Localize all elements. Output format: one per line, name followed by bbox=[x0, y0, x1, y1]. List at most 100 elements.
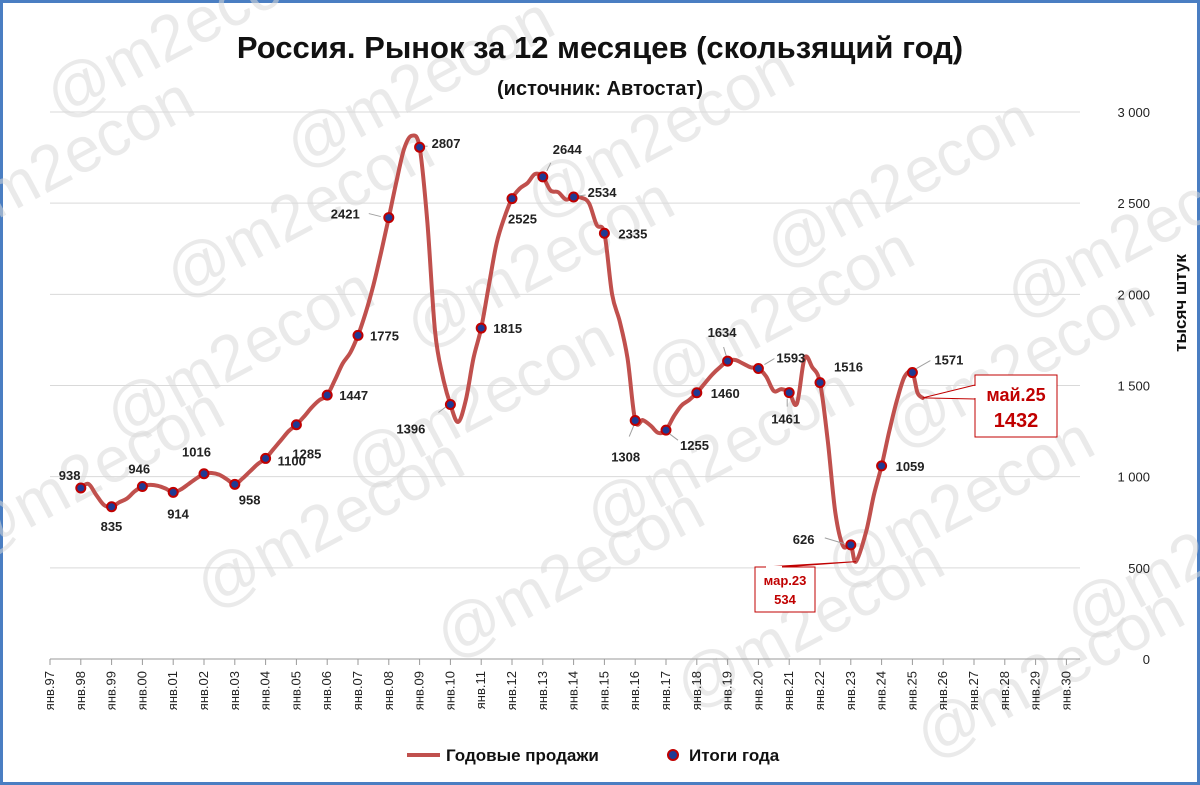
year-marker bbox=[136, 481, 148, 493]
year-marker bbox=[383, 212, 395, 224]
x-tick-label: янв.98 bbox=[73, 671, 88, 710]
data-label: 1461 bbox=[771, 412, 800, 427]
y-tick-label: 500 bbox=[1128, 561, 1150, 576]
year-marker bbox=[598, 227, 610, 239]
x-tick-label: янв.11 bbox=[473, 671, 488, 709]
data-label: 2525 bbox=[508, 212, 537, 227]
data-label: 938 bbox=[59, 468, 81, 483]
y-axis-label: тысяч штук bbox=[1171, 254, 1190, 352]
x-tick-label: янв.99 bbox=[104, 671, 119, 710]
x-tick-label: янв.18 bbox=[689, 671, 704, 710]
leader-line bbox=[628, 424, 635, 437]
callouts: мар.23 534 май.25 1432 bbox=[754, 374, 1058, 613]
data-label: 914 bbox=[167, 506, 189, 521]
data-label: 1571 bbox=[934, 353, 963, 368]
leader-line bbox=[723, 346, 728, 358]
year-marker bbox=[260, 452, 272, 464]
leader-line bbox=[764, 358, 775, 365]
x-tick-label: янв.14 bbox=[566, 671, 581, 710]
x-tick-label: янв.97 bbox=[42, 671, 57, 710]
data-label: 2534 bbox=[588, 185, 618, 200]
data-label: 1100 bbox=[278, 453, 306, 468]
callout-last-date: май.25 bbox=[986, 385, 1045, 405]
callout-last-box bbox=[974, 374, 1058, 438]
data-label: 1460 bbox=[711, 386, 740, 401]
year-markers bbox=[75, 141, 918, 551]
year-marker bbox=[352, 329, 364, 341]
y-axis-ticks: 0 500 1 000 1 500 2 000 2 500 3 000 bbox=[1117, 105, 1150, 667]
data-label: 1634 bbox=[708, 325, 738, 340]
legend-line-label: Годовые продажи bbox=[446, 746, 599, 765]
data-label: 1308 bbox=[611, 450, 640, 465]
data-label: 2644 bbox=[553, 142, 583, 157]
callout-last-value: 1432 bbox=[994, 410, 1039, 432]
data-label: 1815 bbox=[493, 321, 522, 336]
x-tick-label: янв.29 bbox=[1028, 671, 1043, 710]
x-tick-label: янв.21 bbox=[781, 671, 796, 710]
y-tick-label: 1 000 bbox=[1117, 470, 1150, 485]
x-tick-label: янв.00 bbox=[134, 671, 149, 710]
x-tick-label: янв.08 bbox=[381, 671, 396, 710]
data-label: 1447 bbox=[339, 388, 368, 403]
x-tick-label: янв.22 bbox=[812, 671, 827, 710]
x-tick-label: янв.10 bbox=[442, 671, 457, 710]
x-axis-ticks: янв.97 янв.98 янв.99 янв.00 янв.01 янв.02 янв.… bbox=[42, 659, 1073, 710]
data-label: 946 bbox=[128, 462, 150, 477]
x-tick-label: янв.05 bbox=[288, 671, 303, 710]
year-marker bbox=[906, 367, 918, 379]
y-tick-label: 2 500 bbox=[1117, 196, 1150, 211]
data-label: 1255 bbox=[680, 438, 709, 453]
year-marker bbox=[198, 468, 210, 480]
data-label: 626 bbox=[793, 532, 815, 547]
data-label: 1016 bbox=[182, 445, 211, 460]
x-tick-label: янв.04 bbox=[258, 671, 273, 710]
year-marker bbox=[876, 460, 888, 472]
x-tick-label: янв.03 bbox=[227, 671, 242, 710]
x-tick-label: янв.07 bbox=[350, 671, 365, 710]
data-label: 2421 bbox=[331, 207, 360, 222]
year-marker bbox=[752, 363, 764, 375]
data-label: 2335 bbox=[618, 226, 647, 241]
x-tick-label: янв.06 bbox=[319, 671, 334, 710]
x-tick-label: янв.27 bbox=[966, 671, 981, 710]
chart-subtitle: (источник: Автостат) bbox=[497, 78, 703, 100]
y-tick-label: 3 000 bbox=[1117, 105, 1150, 120]
x-tick-label: янв.20 bbox=[750, 671, 765, 710]
y-tick-label: 2 000 bbox=[1117, 287, 1150, 302]
x-tick-label: янв.23 bbox=[843, 671, 858, 710]
data-label: 835 bbox=[101, 519, 123, 534]
year-marker bbox=[290, 419, 302, 431]
year-marker bbox=[506, 193, 518, 205]
x-tick-label: янв.02 bbox=[196, 671, 211, 710]
leader-line bbox=[368, 213, 381, 218]
data-label: 1516 bbox=[834, 360, 863, 375]
year-marker bbox=[475, 322, 487, 334]
year-marker bbox=[167, 486, 179, 498]
callout-min-date: мар.23 bbox=[764, 573, 807, 588]
x-tick-label: янв.19 bbox=[720, 671, 735, 710]
y-tick-label: 1 500 bbox=[1117, 379, 1150, 394]
year-marker bbox=[321, 389, 333, 401]
data-label: 1593 bbox=[776, 351, 805, 366]
leader-line bbox=[669, 433, 679, 441]
year-marker bbox=[229, 478, 241, 490]
year-marker bbox=[414, 141, 426, 153]
legend-marker-label: Итоги года bbox=[689, 746, 780, 765]
data-label: 1775 bbox=[370, 328, 399, 343]
y-tick-label: 0 bbox=[1143, 652, 1150, 667]
legend: Годовые продажи Итоги года bbox=[407, 746, 780, 765]
year-marker bbox=[75, 482, 87, 494]
callout-min-box bbox=[754, 566, 816, 613]
x-tick-label: янв.01 bbox=[165, 671, 180, 710]
leader-lines bbox=[368, 145, 931, 545]
x-tick-label: янв.17 bbox=[658, 671, 673, 710]
leader-line bbox=[546, 162, 552, 172]
year-marker bbox=[629, 415, 641, 427]
data-label: 1285 bbox=[292, 447, 321, 462]
data-label: 958 bbox=[239, 492, 261, 507]
x-tick-label: янв.24 bbox=[874, 671, 889, 710]
chart-title: Россия. Рынок за 12 месяцев (скользящий … bbox=[237, 30, 963, 65]
year-marker bbox=[537, 171, 549, 183]
